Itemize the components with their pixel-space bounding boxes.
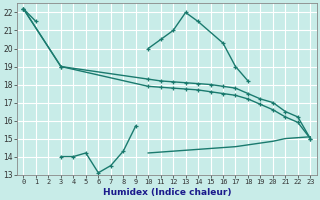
X-axis label: Humidex (Indice chaleur): Humidex (Indice chaleur) (103, 188, 231, 197)
